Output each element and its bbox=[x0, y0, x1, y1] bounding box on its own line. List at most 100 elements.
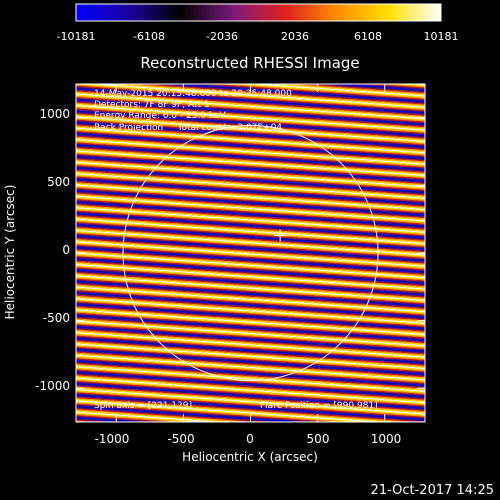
fringe-band bbox=[76, 295, 425, 322]
fringe-band bbox=[76, 304, 425, 331]
fringe-band bbox=[76, 251, 425, 278]
fringe-band bbox=[76, 208, 425, 234]
fringe-band bbox=[76, 394, 425, 421]
fringe-band bbox=[76, 178, 425, 205]
fringe-band bbox=[117, 84, 425, 106]
fringe-band bbox=[76, 85, 425, 112]
fringe-band bbox=[76, 268, 425, 295]
x-axis: -1000 -500 0 500 1000 Heliocentric X (ar… bbox=[95, 432, 402, 464]
fringe-band bbox=[76, 134, 425, 161]
fringe-band bbox=[76, 276, 425, 303]
fringe-band bbox=[76, 237, 425, 264]
fringe-band bbox=[76, 297, 425, 324]
fringe-band bbox=[76, 256, 425, 283]
fringe-band bbox=[76, 293, 425, 320]
fringe-band bbox=[76, 235, 425, 262]
fringe-band bbox=[76, 244, 425, 271]
fringe-band bbox=[76, 354, 425, 381]
y-axis-label: Heliocentric Y (arcsec) bbox=[3, 185, 17, 320]
fringe-band bbox=[76, 300, 425, 326]
colorbar: -10181 -6108 -2036 2036 6108 10181 bbox=[57, 3, 459, 43]
fringe-band bbox=[76, 250, 425, 277]
fringe-band bbox=[76, 369, 425, 396]
fringe-band bbox=[76, 122, 425, 149]
y-tick-label: -500 bbox=[43, 311, 70, 325]
fringe-band bbox=[76, 368, 425, 395]
fringe-band bbox=[76, 86, 425, 113]
fringe-band bbox=[76, 104, 425, 131]
fringe-pattern bbox=[49, 25, 452, 422]
fringe-band bbox=[76, 352, 425, 379]
fringe-band bbox=[76, 180, 425, 207]
fringe-band bbox=[76, 386, 425, 413]
fringe-band bbox=[76, 88, 425, 115]
fringe-band bbox=[76, 363, 425, 390]
fringe-band bbox=[76, 164, 425, 191]
fringe-band bbox=[76, 280, 425, 307]
fringe-band bbox=[76, 306, 425, 333]
fringe-band bbox=[76, 227, 425, 254]
fringe-band bbox=[76, 195, 425, 222]
fringe-band bbox=[76, 317, 425, 344]
fringe-band bbox=[76, 107, 425, 133]
fringe-band bbox=[49, 26, 452, 56]
fringe-band bbox=[182, 84, 425, 102]
fringe-band bbox=[76, 110, 425, 137]
fringe-band bbox=[76, 328, 425, 355]
fringe-band bbox=[76, 337, 425, 364]
fringe-band bbox=[101, 84, 425, 107]
fringe-band bbox=[76, 183, 425, 210]
fringe-band bbox=[76, 181, 425, 208]
fringe-band bbox=[76, 384, 425, 411]
fringe-band bbox=[49, 27, 452, 57]
fringe-band bbox=[76, 217, 425, 244]
y-tick-label: 500 bbox=[47, 175, 70, 189]
fringe-band bbox=[76, 230, 425, 257]
fringe-band bbox=[76, 387, 425, 414]
fringe-band bbox=[76, 389, 425, 416]
info-time-range: 14-May-2015 20:15:48.600 to 20:25:48.000 bbox=[94, 89, 292, 99]
fringe-band bbox=[76, 291, 425, 317]
fringe-band bbox=[76, 209, 425, 236]
fringe-band bbox=[76, 305, 425, 332]
fringe-band bbox=[76, 327, 425, 354]
fringe-band bbox=[76, 143, 425, 170]
fringe-band bbox=[76, 145, 425, 172]
fringe-band bbox=[327, 84, 425, 91]
fringe-band bbox=[76, 210, 425, 237]
solar-limb-circle bbox=[122, 124, 379, 382]
fringe-band bbox=[76, 360, 425, 387]
fringe-band bbox=[76, 130, 425, 157]
fringe-band bbox=[76, 258, 425, 284]
fringe-band bbox=[76, 160, 425, 187]
colorbar-tick-label: 2036 bbox=[281, 30, 309, 43]
fringe-band bbox=[76, 117, 425, 144]
fringe-band bbox=[76, 233, 425, 259]
fringe-band bbox=[76, 271, 425, 298]
y-tick-label: 1000 bbox=[39, 107, 70, 121]
fringe-band bbox=[76, 96, 425, 123]
fringe-band bbox=[76, 278, 425, 305]
fringe-band bbox=[76, 359, 425, 386]
fringe-band bbox=[76, 118, 425, 145]
fringe-band bbox=[76, 294, 425, 321]
fringe-band bbox=[76, 248, 425, 275]
fringe-band bbox=[76, 281, 425, 308]
fringe-band bbox=[76, 379, 425, 406]
info-energy-range: Energy Range: 6.0 - 25.0 keV bbox=[94, 111, 226, 121]
info-method-counts: Back Projection Total counts: 3.07E+04 bbox=[94, 123, 282, 133]
fringe-band bbox=[76, 91, 425, 118]
fringe-band bbox=[76, 313, 425, 340]
fringe-band bbox=[76, 125, 425, 152]
fringe-band bbox=[76, 201, 425, 228]
fringe-band bbox=[76, 372, 425, 399]
fringe-band bbox=[76, 109, 425, 136]
fringe-band bbox=[76, 204, 425, 231]
x-tick-label: 500 bbox=[307, 432, 330, 446]
fringe-band bbox=[76, 108, 425, 135]
fringe-band bbox=[76, 155, 425, 182]
fringe-band bbox=[76, 177, 425, 204]
x-axis-label: Heliocentric X (arcsec) bbox=[182, 450, 318, 464]
fringe-band bbox=[76, 186, 425, 213]
fringe-band bbox=[49, 25, 452, 55]
